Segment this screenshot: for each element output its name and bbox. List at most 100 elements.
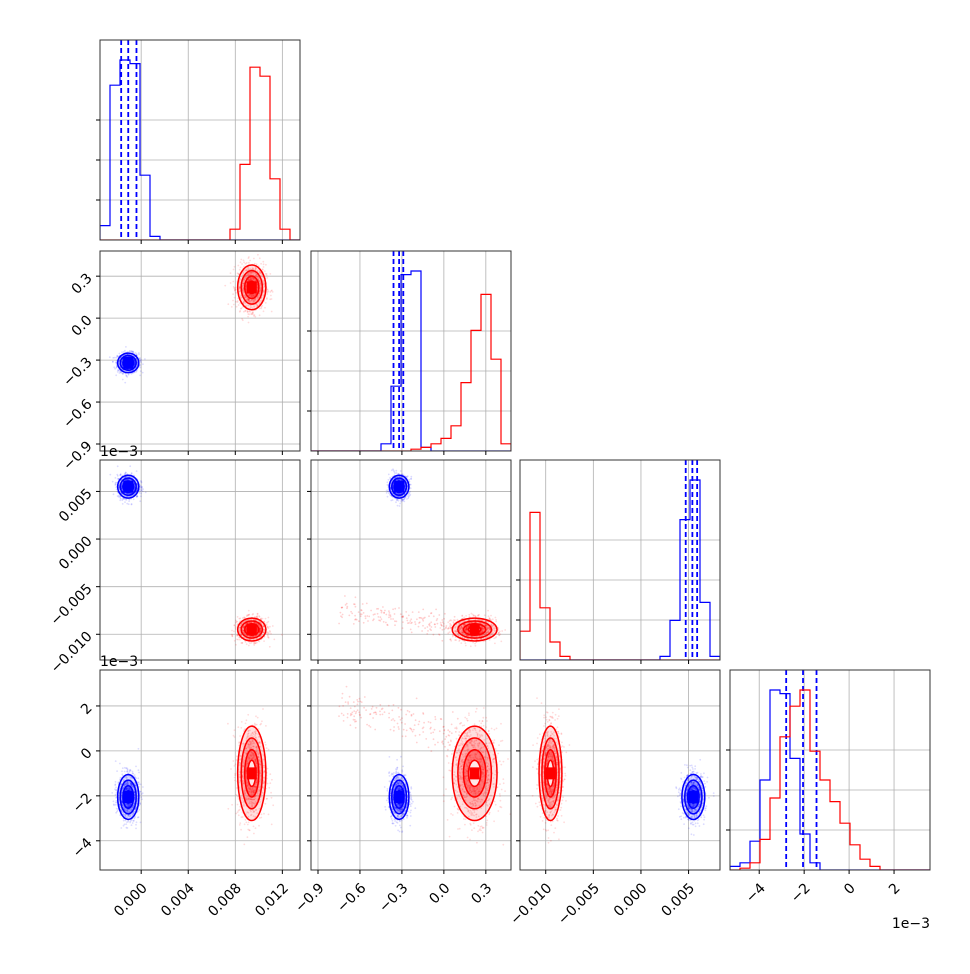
scatter-point bbox=[247, 313, 249, 315]
scatter-point bbox=[395, 501, 397, 503]
panel-content bbox=[100, 40, 300, 240]
scatter-point bbox=[388, 491, 390, 493]
scatter-point bbox=[388, 492, 390, 494]
scatter-point bbox=[125, 346, 127, 348]
scatter-point bbox=[273, 639, 275, 641]
scatter-point bbox=[240, 642, 242, 644]
scatter-point bbox=[269, 626, 271, 628]
scatter-point bbox=[140, 481, 142, 483]
scatter-point bbox=[123, 351, 125, 353]
scatter-point bbox=[270, 633, 272, 635]
scatter-point bbox=[265, 264, 267, 266]
y-tick-label: 0.005 bbox=[56, 486, 96, 526]
scatter-point bbox=[248, 322, 250, 324]
scatter-point bbox=[235, 626, 237, 628]
scatter-point bbox=[248, 262, 250, 264]
scatter-point bbox=[237, 272, 239, 274]
scatter-point bbox=[140, 487, 142, 489]
scatter-point bbox=[514, 627, 516, 629]
panel-2-1 bbox=[307, 460, 516, 664]
scatter-point bbox=[265, 302, 267, 304]
scatter-point bbox=[120, 498, 122, 500]
scatter-point bbox=[492, 618, 494, 620]
scatter-point bbox=[494, 643, 496, 645]
scatter-point bbox=[126, 376, 128, 378]
scatter-point bbox=[117, 465, 119, 467]
scatter-point bbox=[252, 313, 254, 315]
y-tick-label: −0.3 bbox=[60, 354, 95, 389]
scatter-point bbox=[262, 269, 264, 271]
scatter-point bbox=[243, 311, 245, 313]
scatter-point bbox=[269, 291, 271, 293]
scatter-point bbox=[258, 641, 260, 643]
scatter-point bbox=[237, 639, 239, 641]
scatter-point bbox=[396, 499, 398, 501]
scatter-point bbox=[269, 630, 271, 632]
scatter-point bbox=[139, 492, 141, 494]
scatter-point bbox=[465, 645, 467, 647]
scatter-point bbox=[248, 645, 250, 647]
y-tick-label: −0.010 bbox=[48, 629, 96, 677]
scatter-point bbox=[253, 315, 255, 317]
density-peak bbox=[247, 281, 257, 293]
scatter-point bbox=[236, 306, 238, 308]
scatter-point bbox=[245, 263, 247, 265]
scatter-point bbox=[115, 483, 117, 485]
scatter-point bbox=[400, 501, 402, 503]
scatter-point bbox=[140, 360, 142, 362]
scatter-point bbox=[402, 499, 404, 501]
scatter-point bbox=[390, 500, 392, 502]
scatter-point bbox=[239, 639, 241, 641]
scatter-point bbox=[233, 304, 235, 306]
scatter-point bbox=[249, 642, 251, 644]
scatter-point bbox=[263, 263, 265, 265]
scatter-point bbox=[231, 635, 233, 637]
scatter-point bbox=[267, 626, 269, 628]
scatter-point bbox=[239, 618, 241, 620]
scatter-point bbox=[259, 308, 261, 310]
scatter-point bbox=[253, 258, 255, 260]
scatter-point bbox=[259, 314, 261, 316]
scatter-point bbox=[124, 382, 126, 384]
scatter-point bbox=[386, 481, 388, 483]
scatter-point bbox=[242, 319, 244, 321]
scatter-point bbox=[131, 504, 133, 506]
scatter-point bbox=[269, 646, 271, 648]
scatter-point bbox=[252, 613, 254, 615]
scatter-point bbox=[109, 474, 111, 476]
scatter-point bbox=[400, 499, 402, 501]
scatter-point bbox=[233, 624, 235, 626]
scatter-point bbox=[262, 618, 264, 620]
scatter-point bbox=[234, 288, 236, 290]
scatter-point bbox=[261, 306, 263, 308]
scatter-point bbox=[504, 629, 506, 631]
scatter-point bbox=[410, 478, 412, 480]
scatter-point bbox=[116, 355, 118, 357]
scatter-point bbox=[233, 286, 235, 288]
scatter-point bbox=[145, 492, 147, 494]
scatter-point bbox=[403, 501, 405, 503]
scatter-point bbox=[235, 628, 237, 630]
scatter-point bbox=[397, 505, 399, 507]
scatter-point bbox=[254, 263, 256, 265]
scatter-point bbox=[281, 634, 283, 636]
scatter-point bbox=[117, 369, 119, 371]
scatter-point bbox=[259, 616, 261, 618]
scatter-point bbox=[236, 635, 238, 637]
scatter-point bbox=[396, 472, 398, 474]
scatter-point bbox=[109, 356, 111, 358]
scatter-point bbox=[241, 307, 243, 309]
panel-1-1 bbox=[307, 251, 511, 455]
scatter-point bbox=[399, 505, 401, 507]
scatter-point bbox=[142, 372, 144, 374]
scatter-point bbox=[231, 306, 233, 308]
scatter-point bbox=[117, 475, 119, 477]
axes-frame bbox=[311, 251, 511, 451]
scatter-point bbox=[395, 470, 397, 472]
histogram-1 bbox=[100, 67, 300, 240]
scatter-point bbox=[129, 465, 131, 467]
scatter-point bbox=[410, 476, 412, 478]
